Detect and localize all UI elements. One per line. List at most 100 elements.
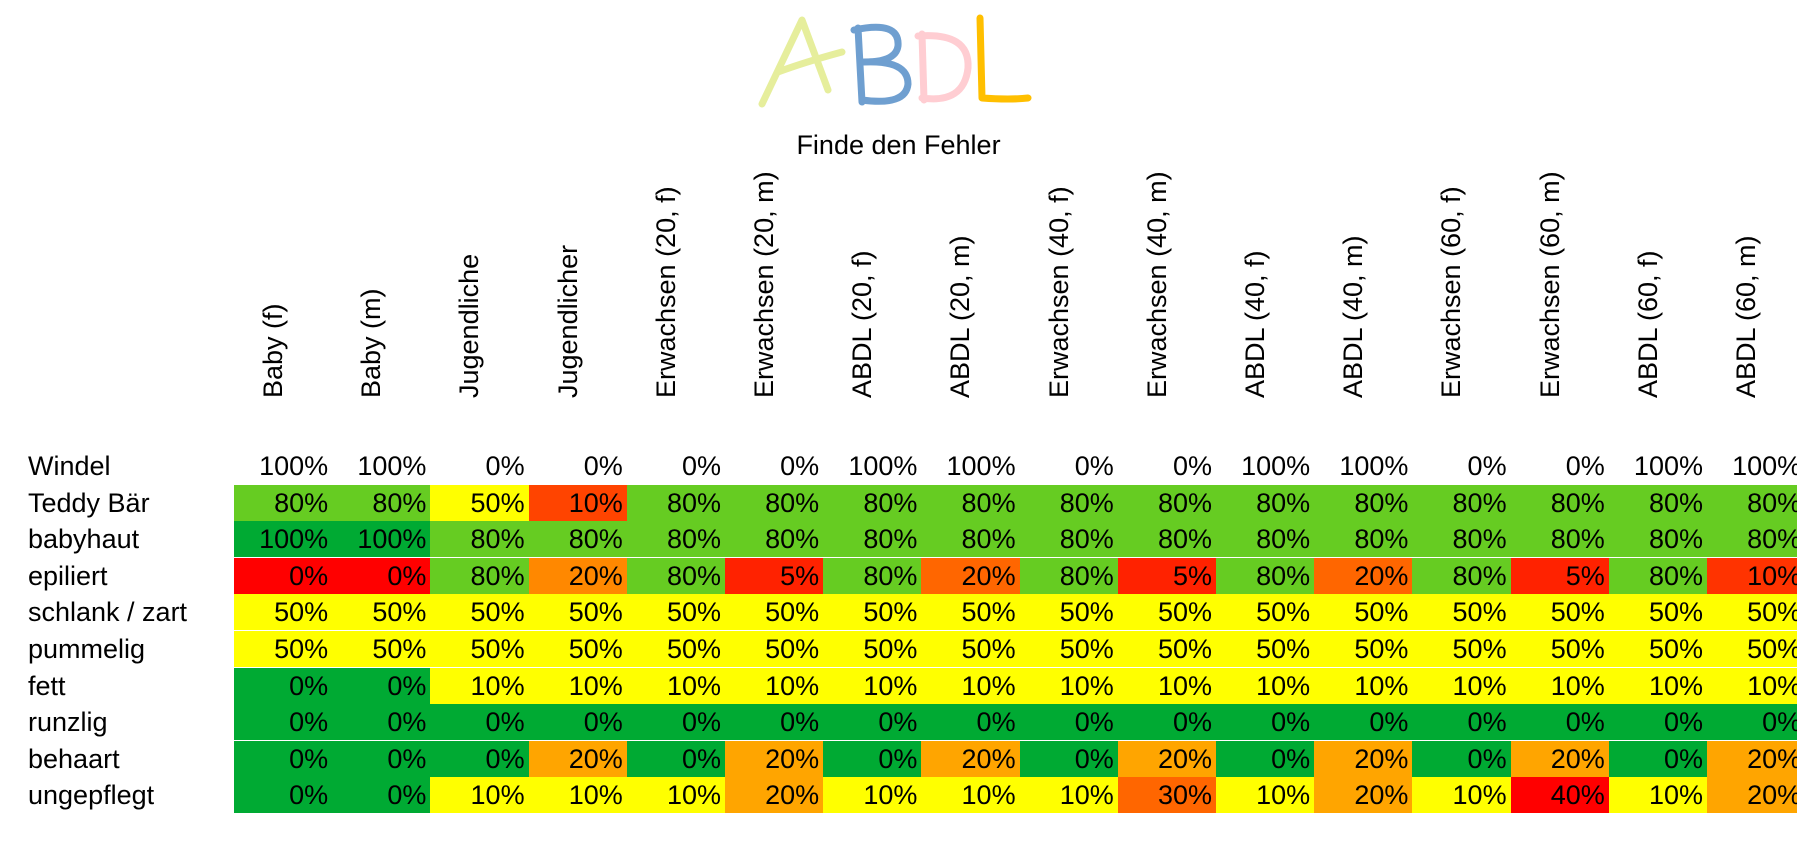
logo-letter-l — [976, 14, 1032, 103]
heatmap-cell: 50% — [1216, 594, 1315, 631]
heatmap-cell: 50% — [528, 594, 627, 631]
heatmap-cell: 80% — [921, 484, 1020, 521]
heatmap-cell: 80% — [528, 521, 627, 558]
heatmap-cell: 0% — [725, 704, 824, 741]
column-header: ABDL (60, m) — [1713, 175, 1761, 425]
heatmap-cell: 0% — [626, 740, 725, 777]
heatmap-cell: 50% — [1608, 594, 1707, 631]
heatmap-cell: 0% — [583, 451, 623, 481]
heatmap-cell: 80% — [823, 557, 922, 594]
heatmap-cell: 10% — [1314, 667, 1413, 704]
column-header-label: ABDL (60, f) — [1632, 250, 1663, 398]
heatmap-cell: 50% — [1117, 631, 1216, 667]
heatmap-cell: 50% — [1510, 631, 1609, 667]
heatmap-cell: 10% — [1019, 777, 1118, 814]
heatmap-cell: 0% — [1172, 451, 1212, 481]
heatmap-cell: 80% — [1019, 484, 1118, 521]
heatmap-cell: 50% — [1412, 631, 1511, 667]
heatmap-cell: 50% — [1510, 594, 1609, 631]
heatmap-cell: 20% — [921, 557, 1020, 594]
heatmap-cell: 0% — [234, 557, 333, 594]
heatmap-cell: 0% — [1412, 740, 1511, 777]
column-header-label: Erwachsen (60, f) — [1436, 186, 1467, 398]
column-header: Baby (f) — [240, 175, 288, 425]
heatmap-cell: 80% — [626, 557, 725, 594]
heatmap-cell: 30% — [1117, 777, 1216, 814]
heatmap-cell: 100% — [332, 521, 431, 558]
column-header-label: ABDL (20, f) — [847, 250, 878, 398]
column-header-label: Erwachsen (40, m) — [1141, 171, 1172, 398]
heatmap-cell: 10% — [823, 777, 922, 814]
heatmap-cell: 10% — [626, 777, 725, 814]
heatmap-cell: 50% — [1019, 594, 1118, 631]
heatmap-cell: 100% — [946, 451, 1016, 481]
heatmap-cell: 0% — [332, 777, 431, 814]
heatmap-cell: 0% — [1565, 451, 1605, 481]
heatmap-cell: 50% — [430, 594, 529, 631]
heatmap-cell: 10% — [528, 667, 627, 704]
heatmap-cell: 20% — [725, 740, 824, 777]
heatmap-cell: 0% — [234, 740, 333, 777]
heatmap-cell: 10% — [823, 667, 922, 704]
logo-letter-a — [758, 16, 846, 108]
heatmap-cell: 80% — [430, 521, 529, 558]
heatmap-cell: 50% — [1019, 631, 1118, 667]
heatmap-cell: 20% — [1314, 777, 1413, 814]
heatmap-cell: 50% — [1314, 594, 1413, 631]
heatmap-cell: 80% — [725, 521, 824, 558]
heatmap-cell: 50% — [823, 594, 922, 631]
heatmap-cell: 0% — [528, 704, 627, 741]
heatmap-cell: 80% — [1707, 484, 1797, 521]
heatmap-cell: 10% — [1707, 557, 1797, 594]
row-label: schlank / zart — [28, 597, 188, 628]
logo-letter-d — [914, 30, 972, 104]
heatmap-cell: 80% — [1314, 521, 1413, 558]
column-header: Erwachsen (40, m) — [1124, 171, 1172, 425]
column-header-label: Erwachsen (20, f) — [650, 186, 681, 398]
column-header: ABDL (20, m) — [927, 175, 975, 425]
column-header: Jugendliche — [436, 175, 484, 425]
heatmap-cell: 10% — [430, 667, 529, 704]
heatmap-cell: 0% — [1467, 451, 1507, 481]
heatmap-cell: 50% — [626, 631, 725, 667]
heatmap-cell: 20% — [528, 740, 627, 777]
heatmap-cell: 50% — [1707, 631, 1797, 667]
column-header: Erwachsen (60, m) — [1517, 171, 1565, 425]
heatmap-cell: 10% — [1216, 777, 1315, 814]
heatmap-cell: 0% — [485, 451, 525, 481]
heatmap-cell: 10% — [1216, 667, 1315, 704]
column-header-label: Erwachsen (40, f) — [1043, 186, 1074, 398]
heatmap-cell: 10% — [1608, 667, 1707, 704]
column-header: ABDL (40, f) — [1222, 175, 1270, 425]
heatmap-cell: 10% — [626, 667, 725, 704]
column-header-label: ABDL (60, m) — [1731, 235, 1761, 398]
column-header-label: Jugendlicher — [552, 244, 583, 398]
row-label: babyhaut — [28, 524, 140, 555]
heatmap-cell: 10% — [921, 777, 1020, 814]
heatmap-cell: 80% — [1608, 557, 1707, 594]
heatmap-cell: 50% — [234, 594, 333, 631]
heatmap-cell: 50% — [1314, 631, 1413, 667]
heatmap-cell: 80% — [1117, 484, 1216, 521]
heatmap-cell: 20% — [528, 557, 627, 594]
heatmap-cell: 80% — [921, 521, 1020, 558]
heatmap-cell: 0% — [1608, 704, 1707, 741]
heatmap-cell: 20% — [725, 777, 824, 814]
heatmap-cell: 0% — [681, 451, 721, 481]
heatmap-cell: 80% — [1019, 521, 1118, 558]
column-header: Jugendlicher — [535, 175, 583, 425]
heatmap-cell: 0% — [1117, 704, 1216, 741]
heatmap-cell: 100% — [1732, 451, 1797, 481]
heatmap-cell: 50% — [234, 631, 333, 667]
heatmap-cell: 0% — [234, 777, 333, 814]
heatmap-cell: 0% — [780, 451, 820, 481]
heatmap-cell: 20% — [1510, 740, 1609, 777]
heatmap-cell: 10% — [528, 777, 627, 814]
column-header-label: Jugendliche — [454, 253, 485, 398]
heatmap-cell: 0% — [1216, 740, 1315, 777]
heatmap-cell: 80% — [823, 521, 922, 558]
heatmap-cell: 0% — [1510, 704, 1609, 741]
heatmap-cell: 0% — [430, 704, 529, 741]
heatmap-cell: 80% — [626, 521, 725, 558]
